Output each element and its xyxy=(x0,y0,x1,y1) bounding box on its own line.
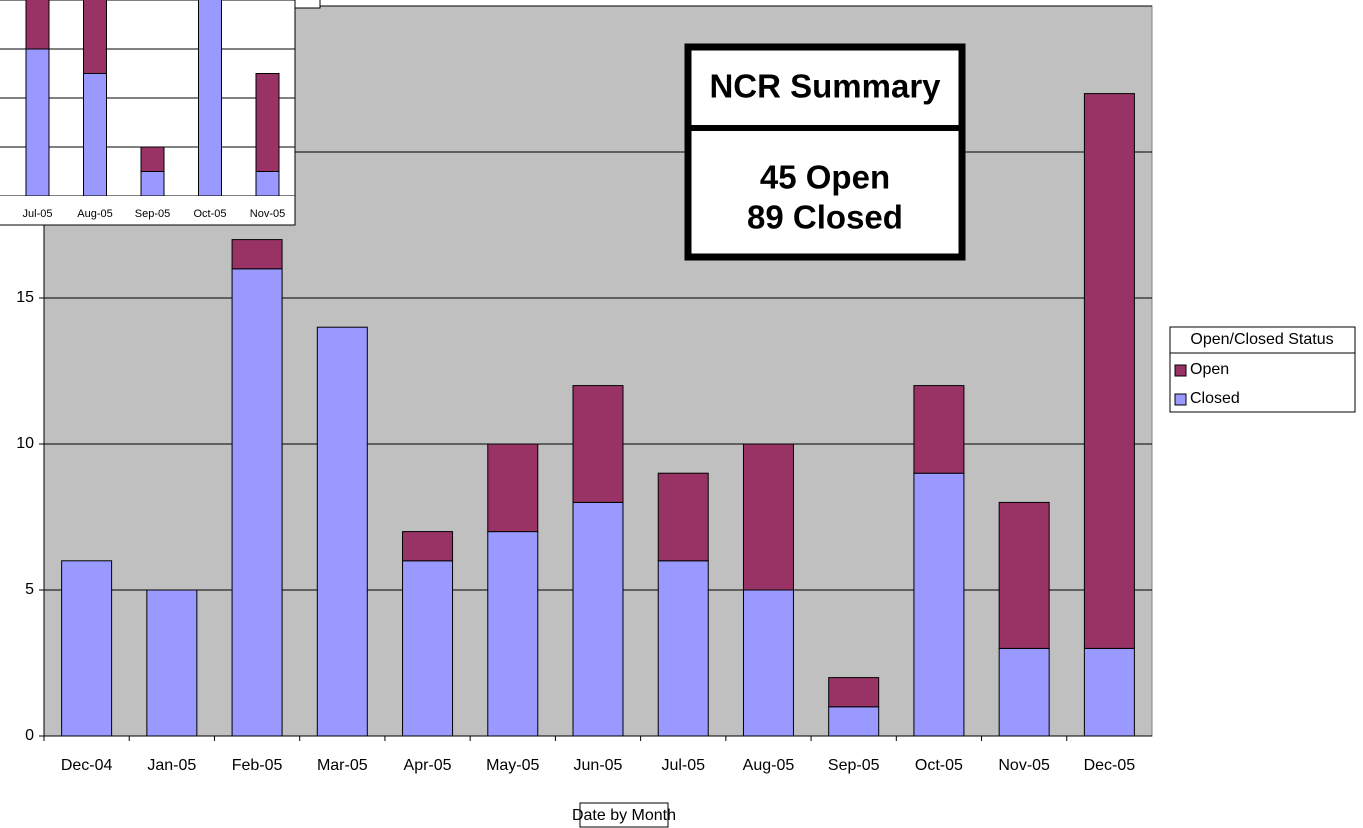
x-axis-title-box: Date by Month xyxy=(572,802,676,828)
bar-segment xyxy=(402,560,454,737)
legend-title: Open/Closed Status xyxy=(1190,331,1333,348)
x-tick-label: Jan-05 xyxy=(147,757,196,774)
x-tick-label: Nov-05 xyxy=(998,757,1050,774)
bar-segment xyxy=(657,472,709,562)
x-tick-label: Jul-05 xyxy=(23,208,53,220)
bar-segment xyxy=(25,0,50,50)
summary-open: 45 Open xyxy=(760,159,890,196)
bar-segment xyxy=(83,73,107,196)
x-tick-label: Sep-05 xyxy=(828,757,880,774)
bar-segment xyxy=(657,560,709,737)
x-axis-title-frame xyxy=(579,802,669,828)
bar-segment xyxy=(255,171,280,196)
x-tick-label: Oct-05 xyxy=(193,208,226,220)
bar-segment xyxy=(231,268,283,737)
x-tick-label: Dec-05 xyxy=(1084,757,1136,774)
bar-segment xyxy=(487,531,539,737)
summary-box: NCR Summary 45 Open 89 Closed xyxy=(684,43,966,261)
summary-frame xyxy=(684,43,966,261)
legend-label: Closed xyxy=(1190,390,1240,407)
legend-frame xyxy=(1169,326,1356,413)
x-tick-label: Jul-05 xyxy=(661,757,705,774)
bar-segment xyxy=(572,501,624,737)
bar-segment xyxy=(61,560,113,737)
x-tick-label: May-05 xyxy=(486,757,539,774)
bar-segment xyxy=(146,589,198,737)
bar-segment xyxy=(998,647,1050,737)
x-tick-label: Mar-05 xyxy=(317,757,368,774)
bar-segment xyxy=(742,589,794,737)
bar-segment xyxy=(1083,93,1135,649)
x-tick-label: Nov-05 xyxy=(250,208,285,220)
bar-segment xyxy=(742,443,794,591)
bar-segment xyxy=(140,171,165,196)
legend-swatch xyxy=(1174,364,1187,377)
bar-segment xyxy=(255,73,280,172)
inset-legend-fragment xyxy=(294,0,321,9)
bar-segment xyxy=(402,531,454,562)
y-tick-label: 0 xyxy=(25,727,34,744)
bar-segment xyxy=(83,0,107,74)
legend-label: Open xyxy=(1190,361,1229,378)
bar-segment xyxy=(25,48,50,196)
x-tick-label: Jun-05 xyxy=(574,757,623,774)
x-tick-label: Dec-04 xyxy=(61,757,113,774)
y-tick-label: 15 xyxy=(16,289,34,306)
bar-segment xyxy=(487,443,539,533)
bar-segment xyxy=(198,0,222,196)
x-tick-label: Sep-05 xyxy=(135,208,170,220)
bar-segment xyxy=(231,239,283,270)
bar-segment xyxy=(1083,647,1135,737)
bar-segment xyxy=(913,472,965,737)
x-tick-label: Apr-05 xyxy=(404,757,452,774)
legend: Open/Closed Status Open Closed xyxy=(1169,326,1356,413)
legend-swatch xyxy=(1174,393,1187,406)
bar-segment xyxy=(316,326,368,737)
main-chart: 0510152025Dec-04Jan-05Feb-05Mar-05Apr-05… xyxy=(16,0,1153,774)
y-tick-label: 10 xyxy=(16,435,34,452)
x-tick-label: Aug-05 xyxy=(743,757,795,774)
x-tick-label: Aug-05 xyxy=(77,208,112,220)
x-axis-title: Date by Month xyxy=(572,807,676,824)
summary-title: NCR Summary xyxy=(709,68,941,105)
inset-plot xyxy=(0,0,295,196)
bar-segment xyxy=(913,385,965,474)
x-tick-label: Feb-05 xyxy=(232,757,283,774)
bar-segment xyxy=(140,146,165,172)
y-tick-label: 5 xyxy=(25,581,34,598)
bar-segment xyxy=(828,677,880,708)
bar-segment xyxy=(572,385,624,503)
summary-closed: 89 Closed xyxy=(747,199,903,236)
bar-segment xyxy=(828,706,880,737)
x-tick-label: Oct-05 xyxy=(915,757,963,774)
bar-segment xyxy=(998,501,1050,649)
